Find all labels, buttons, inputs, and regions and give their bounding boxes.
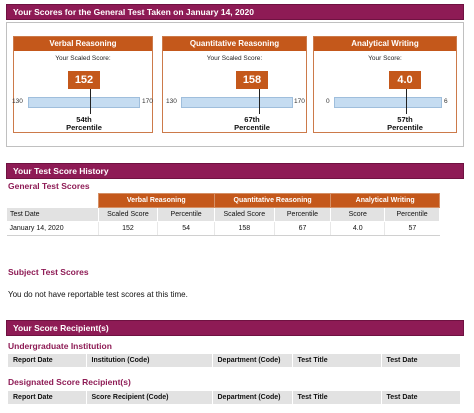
card-title: Verbal Reasoning [14,37,152,51]
column-header: Test Title [292,354,382,367]
history-header-bar: Your Test Score History [6,163,464,179]
column-header: Report Date [8,391,87,404]
score-cell: 158 [213,221,275,236]
percentile-text: 54th Percentile [49,116,119,132]
column-header-row: Test Date Scaled Score Percentile Scaled… [6,207,440,222]
scale-max: 170 [294,98,305,105]
verbal-score-card: Verbal Reasoning Your Scaled Score: 152 … [12,36,153,133]
scale-max: 6 [444,98,448,105]
column-header: Test Date [381,391,461,404]
scores-header-bar: Your Scores for the General Test Taken o… [6,4,464,20]
scale-min: 130 [12,98,23,105]
test-date-cell: January 14, 2020 [6,221,99,236]
blank-cell [6,193,99,208]
score-scale-bar [28,97,140,108]
column-header: Report Date [8,354,87,367]
percentile-label: Percentile [234,123,270,132]
column-header: Percentile [157,207,215,222]
column-header: Department (Code) [212,391,293,404]
percentile-value: 54th [76,115,92,124]
group-header: Verbal Reasoning [97,193,215,208]
scaled-score-label: Your Score: [368,55,402,62]
card-title: Analytical Writing [314,37,456,51]
score-summary-panel: Verbal Reasoning Your Scaled Score: 152 … [6,22,464,147]
score-cell: 54 [157,221,215,236]
column-header: Percentile [273,207,332,222]
score-history-table: Verbal Reasoning Quantitative Reasoning … [6,193,440,236]
column-header: Scaled Score [213,207,275,222]
group-header: Quantitative Reasoning [213,193,332,208]
percentile-label: Percentile [66,123,102,132]
subject-test-scores-title: Subject Test Scores [8,267,89,277]
column-header: Test Date [381,354,461,367]
scale-max: 170 [142,98,153,105]
column-header-row: Report Date Score Recipient (Code) Depar… [8,391,461,404]
designated-recipients-title: Designated Score Recipient(s) [8,377,131,387]
score-scale-bar [334,97,442,108]
history-header-title: Your Test Score History [13,166,109,176]
undergrad-table: Report Date Institution (Code) Departmen… [8,354,461,367]
percentile-label: Percentile [387,123,423,132]
percentile-text: 57th Percentile [370,116,440,132]
group-header-row: Verbal Reasoning Quantitative Reasoning … [6,193,440,208]
column-header: Department (Code) [212,354,293,367]
scores-header-title: Your Scores for the General Test Taken o… [13,7,254,17]
quant-score-card: Quantitative Reasoning Your Scaled Score… [162,36,307,133]
column-header-row: Report Date Institution (Code) Departmen… [8,354,461,367]
table-row: January 14, 2020 152 54 158 67 4.0 57 [6,221,440,236]
group-header: Analytical Writing [330,193,440,208]
score-cell: 67 [273,221,331,236]
percentile-text: 67th Percentile [217,116,287,132]
score-cell: 57 [384,221,440,236]
general-test-scores-title: General Test Scores [8,181,90,191]
writing-score-card: Analytical Writing Your Score: 4.0 0 6 5… [313,36,457,133]
score-box: 4.0 [389,71,421,89]
scaled-score-label: Your Scaled Score: [206,55,263,62]
designated-table: Report Date Score Recipient (Code) Depar… [8,391,461,404]
score-scale-bar [181,97,293,108]
percentile-value: 57th [397,115,413,124]
score-box: 158 [236,71,268,89]
column-header: Percentile [384,207,440,222]
column-header: Scaled Score [97,207,159,222]
score-cell: 4.0 [330,221,385,236]
score-marker [89,89,91,114]
recipients-header-title: Your Score Recipient(s) [13,323,109,333]
card-title: Quantitative Reasoning [163,37,306,51]
column-header: Institution (Code) [86,354,213,367]
undergrad-institution-title: Undergraduate Institution [8,341,112,351]
score-marker [259,89,261,114]
scale-min: 0 [326,98,330,105]
score-cell: 152 [97,221,158,236]
column-header: Score [330,207,386,222]
no-scores-message: You do not have reportable test scores a… [8,290,188,299]
column-header: Test Title [292,391,382,404]
column-header: Score Recipient (Code) [86,391,213,404]
scaled-score-label: Your Scaled Score: [55,55,111,62]
percentile-value: 67th [244,115,260,124]
scale-min: 130 [166,98,177,105]
recipients-header-bar: Your Score Recipient(s) [6,320,464,336]
score-marker [406,89,407,114]
score-box: 152 [68,71,100,89]
column-header: Test Date [6,207,99,222]
